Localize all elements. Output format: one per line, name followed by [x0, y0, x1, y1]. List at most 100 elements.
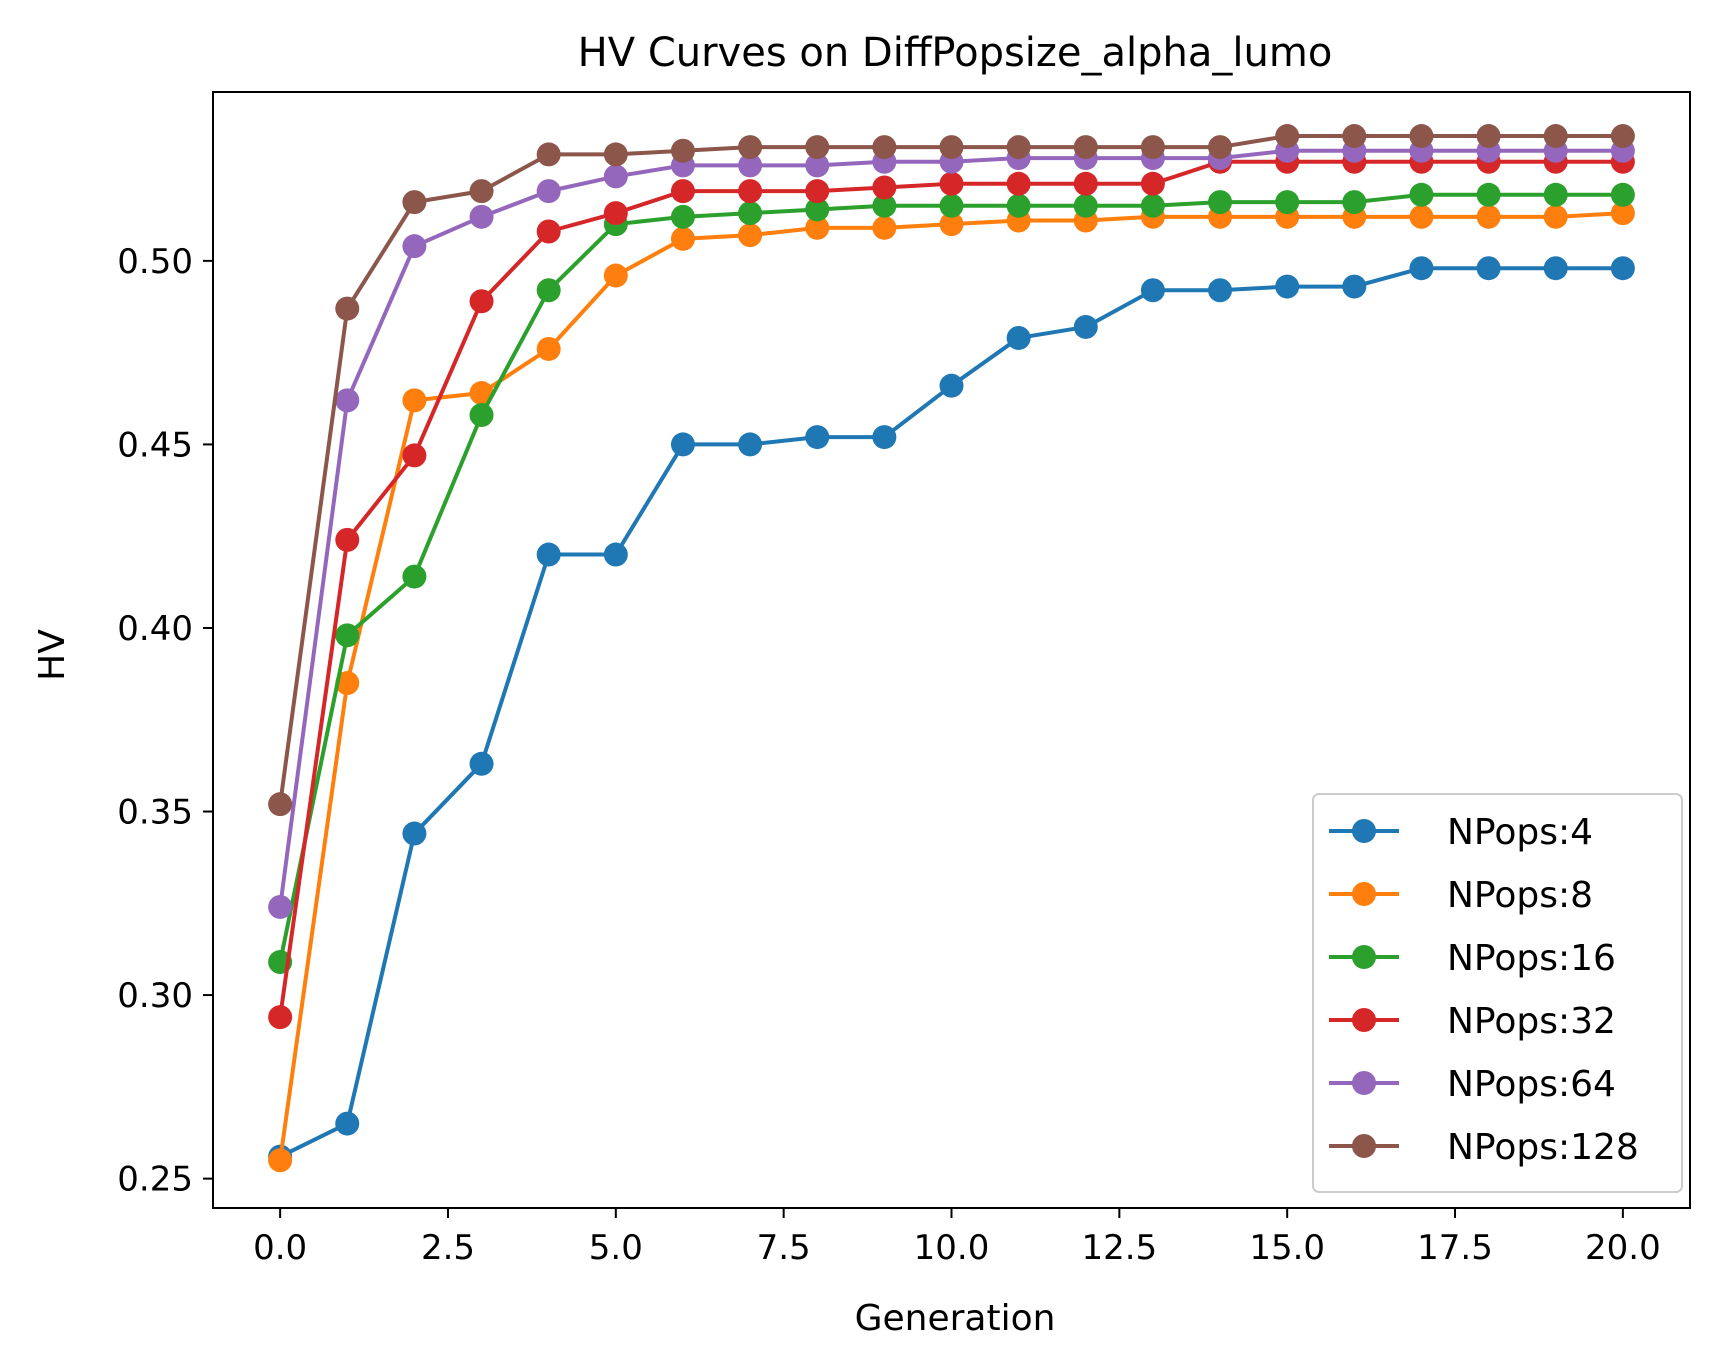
data-point [872, 193, 897, 218]
data-point [1610, 124, 1635, 149]
data-point [872, 175, 897, 200]
data-point [670, 138, 695, 163]
y-tick-label: 0.40 [117, 609, 193, 649]
data-point [872, 135, 897, 160]
data-point [1073, 171, 1098, 196]
x-tick-label: 0.0 [253, 1228, 307, 1268]
data-point [268, 792, 293, 817]
x-tick-label: 10.0 [914, 1228, 990, 1268]
x-axis-label: Generation [855, 1298, 1056, 1339]
data-point [536, 142, 561, 167]
series-npops-4 [268, 256, 1635, 1169]
legend-marker [1352, 945, 1376, 969]
data-point [738, 179, 763, 204]
data-point [1476, 124, 1501, 149]
x-tick-label: 5.0 [589, 1228, 643, 1268]
data-point [1275, 190, 1300, 215]
data-point [1543, 124, 1568, 149]
data-point [1409, 124, 1434, 149]
y-tick-label: 0.45 [117, 425, 193, 465]
plot-area: 0.0 2.5 5.0 7.5 10.0 12.5 15.0 17.5 20.0 0.25 0.30… [117, 91, 1691, 1268]
data-point [603, 263, 628, 288]
data-point [536, 336, 561, 361]
x-tick-label: 2.5 [421, 1228, 475, 1268]
series-npops-128 [268, 124, 1635, 817]
data-point [1476, 182, 1501, 207]
data-point [670, 432, 695, 457]
legend-entry: NPops:16 [1329, 938, 1616, 979]
data-point [738, 201, 763, 226]
data-point [1409, 204, 1434, 229]
data-point [402, 443, 427, 468]
data-point [1073, 314, 1098, 339]
data-point [469, 403, 494, 428]
legend-marker [1352, 1008, 1376, 1032]
data-point [939, 193, 964, 218]
data-point [1409, 182, 1434, 207]
x-tick-label: 15.0 [1249, 1228, 1325, 1268]
legend-label: NPops:4 [1447, 812, 1593, 853]
data-point [603, 142, 628, 167]
data-point [738, 223, 763, 248]
data-point [402, 234, 427, 259]
data-point [805, 179, 830, 204]
x-tick-label: 12.5 [1081, 1228, 1157, 1268]
data-point [1140, 171, 1165, 196]
legend-label: NPops:8 [1447, 875, 1593, 916]
data-point [1543, 204, 1568, 229]
data-point [805, 215, 830, 240]
data-point [469, 751, 494, 776]
data-point [1006, 325, 1031, 350]
legend-box [1312, 793, 1683, 1193]
data-point [603, 164, 628, 189]
data-point [738, 153, 763, 178]
data-point [268, 1148, 293, 1173]
data-point [1208, 190, 1233, 215]
data-point [536, 179, 561, 204]
data-point [402, 564, 427, 589]
data-point [805, 153, 830, 178]
data-point [268, 894, 293, 919]
data-point [872, 425, 897, 450]
data-point [1006, 171, 1031, 196]
data-point [1208, 135, 1233, 160]
legend-entry: NPops:32 [1329, 1001, 1616, 1042]
data-point [1610, 201, 1635, 226]
data-point [1140, 193, 1165, 218]
data-point [1073, 193, 1098, 218]
data-point [402, 388, 427, 413]
data-point [1006, 193, 1031, 218]
data-point [1275, 274, 1300, 299]
legend-marker [1352, 1071, 1376, 1095]
legend-label: NPops:64 [1447, 1064, 1616, 1105]
data-point [335, 527, 360, 552]
data-point [738, 432, 763, 457]
legend-label: NPops:16 [1447, 938, 1616, 979]
legend-entry: NPops:4 [1329, 812, 1593, 853]
data-point [1543, 182, 1568, 207]
legend-marker [1352, 882, 1376, 906]
data-point [402, 190, 427, 215]
data-point [1610, 182, 1635, 207]
data-point [1476, 204, 1501, 229]
data-point [469, 204, 494, 229]
data-point [536, 219, 561, 244]
data-point [469, 179, 494, 204]
data-point [1275, 124, 1300, 149]
data-point [603, 201, 628, 226]
legend-label: NPops:32 [1447, 1001, 1616, 1042]
data-point [603, 542, 628, 567]
data-point [738, 135, 763, 160]
data-point [939, 135, 964, 160]
data-point [939, 212, 964, 237]
legend-label: NPops:128 [1447, 1127, 1639, 1168]
y-tick-label: 0.35 [117, 793, 193, 833]
y-tick-label: 0.30 [117, 976, 193, 1016]
data-point [939, 171, 964, 196]
chart-title: HV Curves on DiffPopsize_alpha_lumo [578, 30, 1333, 76]
data-point [1543, 256, 1568, 281]
data-point [1006, 135, 1031, 160]
data-point [1610, 256, 1635, 281]
